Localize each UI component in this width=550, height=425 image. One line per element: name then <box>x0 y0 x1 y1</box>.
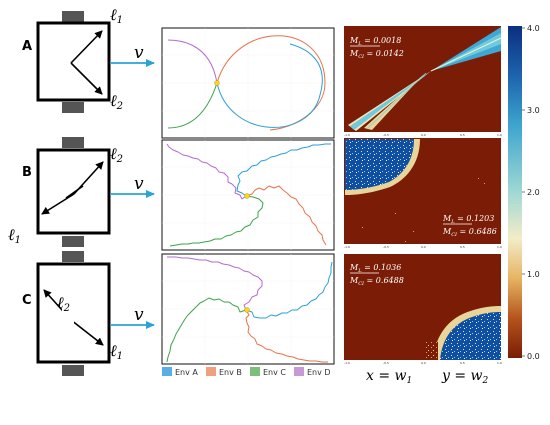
start-point <box>244 193 250 199</box>
metric-ml: ML = 0.1036 <box>349 263 401 274</box>
sensor-arrow-1 <box>70 30 103 64</box>
sensor-label-1: ℓ1 <box>110 5 123 26</box>
heatmap-c: ML = 0.1036 MCI = 0.6488 -1.0 -0.5 0.0 0… <box>344 254 502 365</box>
legend-swatch <box>294 367 304 376</box>
tick-labels: -1.0 -0.5 0.0 0.5 1.0 <box>344 361 502 365</box>
metric-ml: ML = 0.0018 <box>349 36 401 47</box>
trajectory-plot-c <box>161 253 335 365</box>
x-axis-label: x = w1 <box>366 368 412 386</box>
metric-mci: MCI = 0.6488 <box>349 276 404 287</box>
sensor-arrow-2 <box>70 62 103 95</box>
velocity-label: v <box>134 305 144 325</box>
colorbar-tick: 3.0 <box>527 106 540 115</box>
legend-swatch <box>206 367 216 376</box>
trajectory-env-c <box>166 297 247 363</box>
svg-text:-0.5: -0.5 <box>383 245 389 249</box>
trajectory-plot-a <box>161 27 335 139</box>
sensor-label-2: ℓ2 <box>110 91 123 112</box>
sensor-block-top <box>62 251 84 262</box>
sensor-label-2: ℓ2 <box>110 144 123 165</box>
sensor-block-bottom <box>62 365 84 376</box>
trajectory-env-a <box>236 143 331 197</box>
robot-body <box>36 148 111 235</box>
svg-text:1.0: 1.0 <box>497 133 502 137</box>
legend-item-env-c: Env C <box>250 367 286 377</box>
colorbar-gradient <box>508 26 522 358</box>
panel-label-b: B <box>22 165 32 180</box>
sensor-label-1: ℓ1 <box>110 341 123 362</box>
velocity-label: v <box>134 174 144 194</box>
high-region <box>431 27 501 71</box>
colorbar: 4.0 3.0 2.0 1.0 0.0 <box>508 24 540 361</box>
high-region <box>440 312 501 360</box>
legend-item-env-d: Env D <box>294 367 331 377</box>
svg-text:0.0: 0.0 <box>421 361 426 365</box>
trajectory-env-d <box>166 143 247 200</box>
trajectory-plot-b <box>161 139 335 251</box>
svg-text:1.0: 1.0 <box>497 245 502 249</box>
row-a: A ℓ1 ℓ2 v <box>22 5 502 139</box>
y-axis-label: y = w2 <box>441 368 489 386</box>
sensor-arrow-1 <box>70 319 104 346</box>
svg-text:-1.0: -1.0 <box>344 245 350 249</box>
panel-label-c: C <box>22 293 32 308</box>
panel-label-a: A <box>22 39 32 54</box>
svg-text:-0.5: -0.5 <box>383 361 389 365</box>
tick-labels: -1.0 -0.5 0.0 0.5 1.0 <box>344 133 502 137</box>
svg-text:Env C: Env C <box>263 368 286 377</box>
trajectory-env-a <box>216 43 323 128</box>
trajectory-env-a <box>245 261 333 319</box>
legend-swatch <box>162 367 172 376</box>
legend-item-env-a: Env A <box>162 367 198 377</box>
trajectory-env-b <box>245 309 328 363</box>
trajectory-env-b <box>216 35 326 131</box>
heatmap-a: ML = 0.0018 MCI = 0.0142 -1.0 -0.5 0.0 0… <box>344 26 502 137</box>
trajectory-env-c <box>169 195 264 247</box>
legend-item-env-b: Env B <box>206 367 242 377</box>
svg-text:-1.0: -1.0 <box>344 133 350 137</box>
colorbar-tick: 0.0 <box>527 352 540 361</box>
trajectory-env-c <box>167 82 218 129</box>
high-region <box>345 139 414 190</box>
legend-swatch <box>250 367 260 376</box>
svg-text:Env D: Env D <box>307 368 331 377</box>
colorbar-tick: 4.0 <box>527 24 540 33</box>
row-b: B ℓ2 ℓ1 v <box>8 137 502 251</box>
svg-text:0.5: 0.5 <box>460 361 465 365</box>
sensor-block-top <box>62 11 84 22</box>
sensor-block-bottom <box>62 102 84 113</box>
sensor-arrow-1 <box>41 193 75 215</box>
svg-text:0.0: 0.0 <box>421 133 426 137</box>
heatmap-b: ML = 0.1203 MCI = 0.6486 -1.0 -0.5 0.0 0… <box>344 138 502 249</box>
colorbar-tick: 2.0 <box>527 188 540 197</box>
sensor-block-bottom <box>62 236 84 247</box>
row-c: C ℓ2 ℓ1 v <box>22 251 502 376</box>
svg-text:Env A: Env A <box>175 368 198 377</box>
svg-text:0.0: 0.0 <box>421 245 426 249</box>
svg-text:0.5: 0.5 <box>460 133 465 137</box>
sensor-block-top <box>62 137 84 148</box>
tick-labels: -1.0 -0.5 0.0 0.5 1.0 <box>344 245 502 249</box>
svg-text:0.5: 0.5 <box>460 245 465 249</box>
velocity-label: v <box>134 43 144 63</box>
start-point <box>214 80 220 86</box>
legend: Env A Env B Env C Env D <box>162 367 331 377</box>
metric-ml: ML = 0.1203 <box>442 214 494 225</box>
metric-mci: MCI = 0.0142 <box>349 49 404 60</box>
trajectory-env-d <box>167 39 218 84</box>
svg-text:-1.0: -1.0 <box>344 361 350 365</box>
sensor-label-1: ℓ1 <box>8 225 21 246</box>
trajectory-env-b <box>245 185 327 246</box>
grid <box>162 28 334 138</box>
start-point <box>244 307 250 313</box>
colorbar-tick: 1.0 <box>527 270 540 279</box>
svg-text:Env B: Env B <box>219 368 242 377</box>
sensor-label-2: ℓ2 <box>57 293 70 314</box>
svg-text:1.0: 1.0 <box>497 361 502 365</box>
trajectory-env-d <box>167 256 263 311</box>
metric-mci: MCI = 0.6486 <box>442 227 497 238</box>
svg-text:-0.5: -0.5 <box>383 133 389 137</box>
